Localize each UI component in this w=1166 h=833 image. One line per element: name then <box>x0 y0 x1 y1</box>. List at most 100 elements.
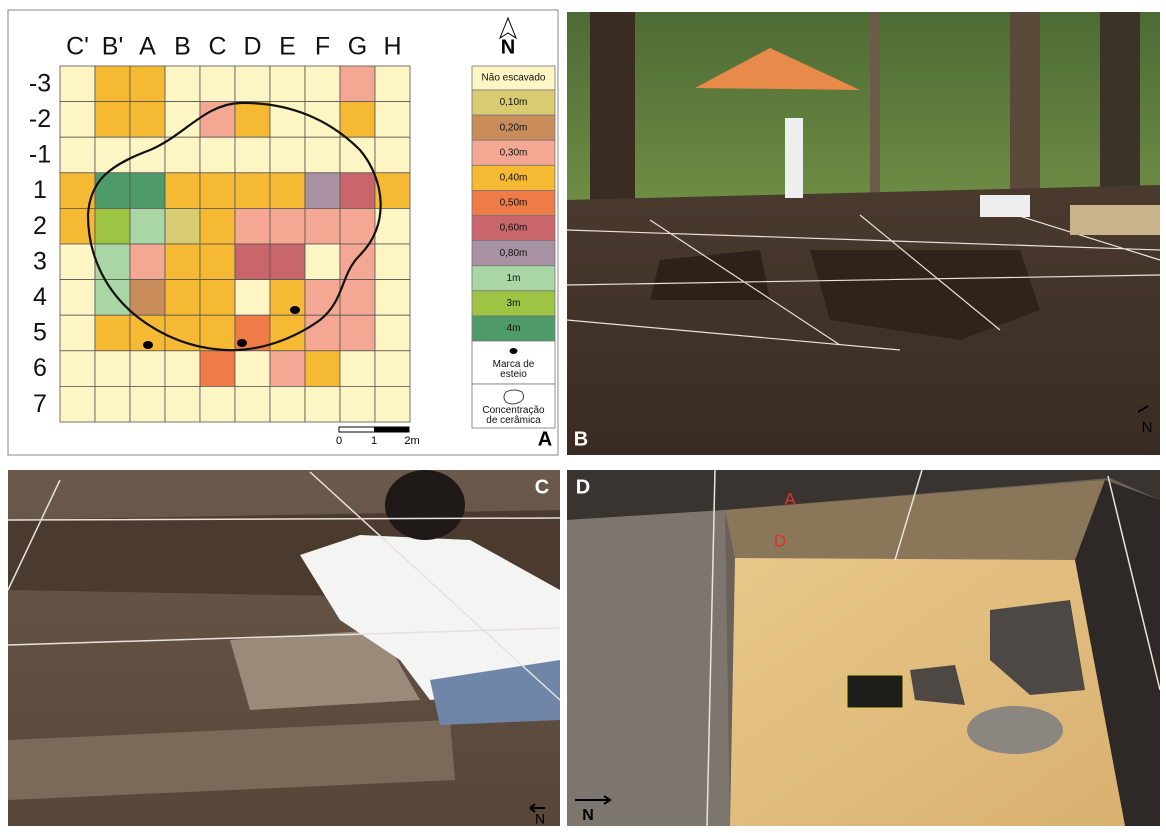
row-label: 5 <box>33 319 47 347</box>
legend-label: 0,30m <box>500 147 528 158</box>
column-label: H <box>383 33 401 61</box>
grid-cell <box>95 173 130 209</box>
legend-label: Concentraçãode cerâmica <box>482 405 545 426</box>
layer-label: D <box>774 531 786 550</box>
grid-cell <box>235 137 270 173</box>
grid-cell <box>130 280 165 316</box>
grid-cell <box>375 351 410 387</box>
grid-cell <box>375 280 410 316</box>
column-label: D <box>243 33 261 61</box>
grid-cell <box>95 386 130 422</box>
photo-c: N C <box>8 470 560 827</box>
grid-cell <box>340 208 375 244</box>
stone <box>967 706 1063 754</box>
grid-cell <box>270 173 305 209</box>
photo-d: A D N D <box>567 470 1160 826</box>
plank <box>1070 205 1160 235</box>
grid-cell <box>270 351 305 387</box>
grid-cell <box>165 351 200 387</box>
grid-cell <box>60 244 95 280</box>
panel-label: C <box>535 476 549 498</box>
column-label: B' <box>102 33 123 61</box>
legend-label: 3m <box>507 298 521 309</box>
legend-label: 0,40m <box>500 172 528 183</box>
grid-cell <box>130 173 165 209</box>
row-label: 6 <box>33 354 47 382</box>
grid-cell <box>200 137 235 173</box>
north-label: N <box>535 811 545 827</box>
row-label: -2 <box>29 105 51 133</box>
tree-trunk <box>1100 12 1140 192</box>
grid-cell <box>95 66 130 102</box>
person <box>980 195 1030 217</box>
row-label: -3 <box>29 69 51 97</box>
grid-cell <box>165 173 200 209</box>
scale-label: 0 <box>336 435 342 447</box>
person <box>785 118 803 198</box>
grid-cell <box>235 102 270 138</box>
grid-cell <box>305 351 340 387</box>
legend: Não escavado0,10m0,20m0,30m0,40m0,50m0,6… <box>472 66 555 428</box>
grid-cell <box>235 351 270 387</box>
grid-cell <box>200 173 235 209</box>
photo-b: N B <box>567 12 1160 455</box>
grid-cell <box>60 102 95 138</box>
row-label: 4 <box>33 283 47 311</box>
grid-cell <box>235 66 270 102</box>
grid-cell <box>305 244 340 280</box>
grid-cell <box>235 280 270 316</box>
column-label: B <box>174 33 191 61</box>
grid-cell <box>130 386 165 422</box>
legend-label: 0,10m <box>500 97 528 108</box>
grid-cell <box>270 208 305 244</box>
grid-cell <box>270 386 305 422</box>
grid-cell <box>165 66 200 102</box>
column-label: F <box>315 33 330 61</box>
grid-cell <box>340 102 375 138</box>
grid-cell <box>340 173 375 209</box>
grid-cell <box>270 137 305 173</box>
grid-cell <box>200 66 235 102</box>
legend-label: 0,60m <box>500 223 528 234</box>
grid-cell <box>95 244 130 280</box>
grid-cell <box>95 351 130 387</box>
grid-cell <box>375 66 410 102</box>
grid-cell <box>60 137 95 173</box>
grid-cell <box>305 208 340 244</box>
person-hair <box>385 470 465 540</box>
scale-label: 1 <box>371 435 377 447</box>
grid-cell <box>60 66 95 102</box>
grid-cell <box>60 351 95 387</box>
panel-label: A <box>538 428 552 450</box>
scale-label: 2m <box>404 435 419 447</box>
row-label: 7 <box>33 390 47 418</box>
page: {"panel_a": { "label": "A", "north": "N"… <box>0 0 1166 828</box>
north-label: N <box>582 807 594 824</box>
panel-label: B <box>574 428 588 450</box>
grid-cell <box>200 280 235 316</box>
grid-cell <box>305 137 340 173</box>
grid-cell <box>340 351 375 387</box>
grid-cell <box>95 208 130 244</box>
grid-cell <box>235 208 270 244</box>
grid-cell <box>340 386 375 422</box>
grid-cell <box>375 386 410 422</box>
grid-cell <box>340 280 375 316</box>
column-label: G <box>348 33 367 61</box>
grid-cell <box>165 137 200 173</box>
post-mark <box>143 341 153 349</box>
grid-cell <box>340 66 375 102</box>
panel-label: D <box>576 476 590 498</box>
grid-cell <box>95 315 130 351</box>
grid-cell <box>130 66 165 102</box>
grid-cell <box>270 244 305 280</box>
grid-cell <box>200 386 235 422</box>
grid-cell <box>165 280 200 316</box>
grid-cell <box>375 137 410 173</box>
grid-cell <box>375 315 410 351</box>
grid-cell <box>200 244 235 280</box>
grid-cell <box>305 173 340 209</box>
tree-trunk <box>1010 12 1040 212</box>
grid-cell <box>375 102 410 138</box>
